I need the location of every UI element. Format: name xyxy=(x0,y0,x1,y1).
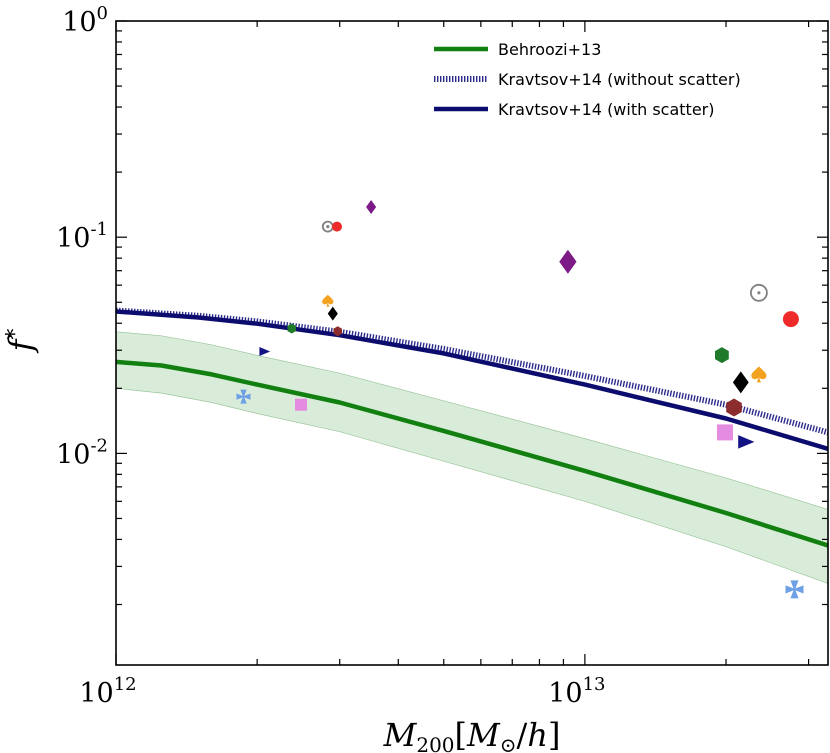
data-point-square xyxy=(717,424,733,441)
data-point-circle xyxy=(332,221,342,232)
svg-text:M200[M⊙/h]: M200[M⊙/h] xyxy=(383,716,561,753)
data-point-diamond xyxy=(559,249,577,274)
data-point-diamond xyxy=(327,306,338,321)
legend-label: Kravtsov+14 (without scatter) xyxy=(498,70,741,89)
legend-label: Behroozi+13 xyxy=(498,40,601,59)
plot-frame xyxy=(115,20,829,666)
x-axis-label-m: M xyxy=(383,716,418,753)
svg-text:f*: f* xyxy=(2,329,40,354)
y-tick-label: 10-2 xyxy=(56,435,108,470)
data-point-cross xyxy=(236,389,251,404)
kravtsov-14-with-scatter-line xyxy=(116,309,828,451)
behroozi-scatter-band xyxy=(116,331,828,584)
x-tick-label: 1012 xyxy=(79,674,136,709)
x-axis-label-unit: [ xyxy=(455,716,467,753)
data-point-diamond xyxy=(366,200,377,214)
data-point-circle xyxy=(782,311,799,328)
x-axis-label-sub: 200 xyxy=(416,733,454,753)
x-axis-label: M200[M⊙/h] xyxy=(383,716,561,753)
data-point-hexagon xyxy=(287,323,296,334)
model-lines xyxy=(116,307,828,548)
data-point-triangle-right xyxy=(259,347,271,356)
legend-label: Kravtsov+14 (with scatter) xyxy=(498,100,714,119)
legend-entry-kravtsov-14-without-scatter: Kravtsov+14 (without scatter) xyxy=(434,70,741,89)
y-axis-label: f* xyxy=(2,329,40,354)
data-point-spade xyxy=(322,294,334,307)
legend-entry-behroozi-13: Behroozi+13 xyxy=(434,40,601,59)
data-point-square xyxy=(295,398,307,411)
data-point-triangle-right xyxy=(738,435,755,449)
data-point-circle-dot xyxy=(750,283,768,302)
data-point-cross xyxy=(785,580,804,599)
x-tick-label: 1013 xyxy=(548,674,605,709)
data-point-circle-dot xyxy=(321,220,334,233)
data-point-hexagon xyxy=(715,347,729,364)
data-point-hexagon xyxy=(726,398,742,417)
axis-ticks xyxy=(115,20,828,665)
legend: Behroozi+13 Kravtsov+14 (without scatter)… xyxy=(434,40,741,119)
data-point-diamond xyxy=(732,371,749,394)
behroozi-13-band xyxy=(116,331,828,584)
data-point-spade xyxy=(751,366,767,383)
y-tick-label: 10-1 xyxy=(56,219,108,254)
tick-labels: 1012 1013 100 10-1 10-2 xyxy=(56,3,605,709)
data-point-hexagon xyxy=(333,326,342,337)
legend-entry-kravtsov-14-with-scatter: Kravtsov+14 (with scatter) xyxy=(434,100,714,119)
y-tick-label: 100 xyxy=(62,3,108,38)
behroozi-13-line xyxy=(116,359,828,548)
